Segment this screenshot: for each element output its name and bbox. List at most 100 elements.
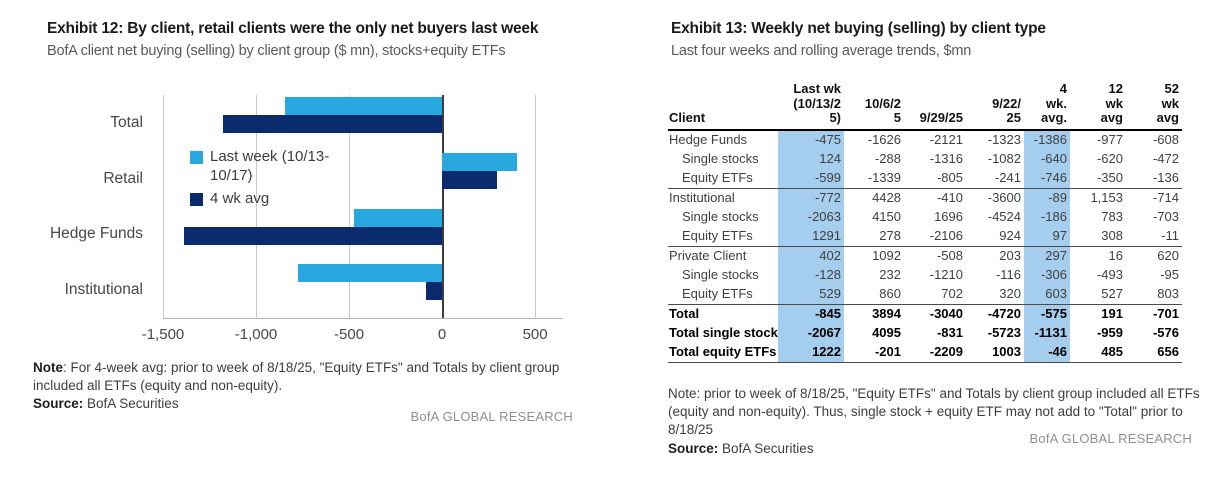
value-cell: 620	[1157, 248, 1179, 264]
value-cell: -3040	[929, 306, 963, 322]
value-cell: 203	[999, 248, 1021, 264]
exhibit12-subtitle: BofA client net buying (selling) by clie…	[47, 43, 506, 59]
table-row: Single stocks -2063 4150 1696 -4524 -186 783 -7…	[668, 207, 1182, 227]
value-cell: -640	[1024, 149, 1070, 169]
value-cell: -575	[1024, 304, 1070, 324]
value-cell: -1316	[929, 151, 963, 167]
table-row: Equity ETFs 529 860 702 320 603 527 803	[668, 284, 1182, 305]
client-cell: Single stocks	[682, 151, 759, 167]
exhibit12-footer: BofA GLOBAL RESEARCH	[410, 409, 573, 424]
value-cell: 702	[904, 284, 966, 305]
value-cell: -1082	[987, 151, 1021, 167]
chart-plot	[163, 95, 563, 319]
gridline	[349, 95, 351, 318]
exhibit13-footer: BofA GLOBAL RESEARCH	[1029, 431, 1192, 446]
value-cell: 297	[1024, 246, 1070, 266]
value-cell: -3600	[987, 190, 1021, 206]
table-row: Total single stock -2067 4095 -831 -5723 -113…	[668, 323, 1182, 343]
value-cell: -11	[1126, 226, 1182, 247]
value-cell: 529	[778, 284, 844, 305]
value-cell: -306	[1024, 265, 1070, 285]
source-text: BofA Securities	[718, 440, 814, 456]
legend-item: Last week (10/13- 10/17)	[190, 148, 360, 186]
exhibit13-accent-bar	[655, 21, 664, 62]
chart-x-axis: -1,500 -1,000 -500 0 500	[142, 326, 563, 346]
column-header: 12 wk avg	[1070, 81, 1126, 131]
value-cell: 783	[1101, 209, 1123, 225]
value-cell: -4524	[987, 209, 1021, 225]
value-cell: -95	[1160, 267, 1179, 283]
client-cell: Equity ETFs	[668, 226, 778, 247]
client-cell: Single stocks	[682, 267, 759, 283]
client-cell: Total	[669, 306, 700, 322]
chart-bar	[284, 97, 443, 115]
value-cell: -89	[1024, 188, 1070, 208]
value-cell: 603	[1024, 284, 1070, 305]
value-cell: 803	[1126, 284, 1182, 305]
value-cell: 320	[966, 284, 1024, 305]
x-tick-label: -1,500	[141, 326, 185, 343]
gridline	[535, 95, 537, 318]
value-cell: -772	[778, 188, 844, 208]
value-cell: 4428	[872, 190, 901, 206]
column-header: 10/6/2 5	[844, 82, 904, 131]
legend-item: 4 wk avg	[190, 190, 360, 209]
value-cell: -714	[1152, 190, 1179, 206]
x-tick-label: 500	[522, 326, 548, 343]
chart-bar	[222, 115, 443, 133]
chart-bar	[353, 208, 443, 227]
value-cell: 4095	[872, 325, 901, 341]
gridline	[256, 95, 258, 318]
value-cell: 16	[1108, 248, 1123, 264]
value-cell: -599	[778, 168, 844, 189]
value-cell: -201	[844, 342, 904, 363]
category-label: Retail	[103, 169, 143, 187]
value-cell: -959	[1096, 325, 1123, 341]
category-label: Hedge Funds	[49, 225, 143, 243]
value-cell: -746	[1024, 168, 1070, 189]
value-cell: -576	[1152, 325, 1179, 341]
value-cell: 1222	[778, 342, 844, 363]
value-cell: -2106	[904, 226, 966, 247]
x-tick-label: -1,000	[234, 326, 278, 343]
x-tick-label: 0	[437, 326, 447, 343]
value-cell: -2209	[904, 342, 966, 363]
table-row: Single stocks 124 -288 -1316 -1082 -640 -620 -4…	[668, 149, 1182, 169]
table-row: Equity ETFs -599 -1339 -805 -241 -746 -350 -136	[668, 168, 1182, 189]
chart-bar	[442, 170, 498, 189]
value-cell: -845	[778, 304, 844, 324]
table-header-row: Client Last wk (10/13/2 5) 10/6/2 5 9/29/25…	[668, 81, 1182, 131]
value-cell: 3894	[872, 306, 901, 322]
value-cell: -2067	[778, 323, 844, 343]
table-body: Hedge Funds -475 -1626 -2121 -1323 -1386 -977 -…	[668, 129, 1182, 363]
value-cell: 1003	[966, 342, 1024, 363]
value-cell: -241	[966, 168, 1024, 189]
column-header: 9/29/25	[904, 82, 966, 131]
note-text: : For 4-week avg: prior to week of 8/18/…	[33, 360, 560, 394]
chart-bar	[184, 226, 443, 245]
x-tick-label: -500	[334, 326, 365, 343]
exhibit13-title: Exhibit 13: Weekly net buying (selling) …	[671, 20, 1046, 37]
source-label: Source:	[668, 440, 719, 456]
zero-axis-line	[442, 95, 445, 318]
client-cell: Equity ETFs	[668, 168, 778, 189]
value-cell: -46	[1024, 342, 1070, 363]
value-cell: -116	[995, 267, 1021, 283]
value-cell: -136	[1126, 168, 1182, 189]
client-cell: Total single stock	[669, 325, 778, 341]
column-header: Client	[668, 82, 778, 131]
source-text: BofA Securities	[83, 396, 179, 412]
value-cell: -2063	[778, 207, 844, 227]
table-row: Private Client 402 1092 -508 203 297 16 620	[668, 246, 1182, 266]
client-cell: Private Client	[669, 248, 747, 264]
value-cell: -5723	[987, 325, 1021, 341]
value-cell: 656	[1126, 342, 1182, 363]
value-cell: 191	[1101, 306, 1123, 322]
value-cell: 485	[1070, 342, 1126, 363]
value-cell: 1,153	[1090, 190, 1123, 206]
table-row: Hedge Funds -475 -1626 -2121 -1323 -1386 -977 -…	[668, 129, 1182, 150]
exhibit12-note: Note: For 4-week avg: prior to week of 8…	[33, 359, 578, 414]
value-cell: -128	[778, 265, 844, 285]
category-label: Institutional	[64, 281, 143, 299]
